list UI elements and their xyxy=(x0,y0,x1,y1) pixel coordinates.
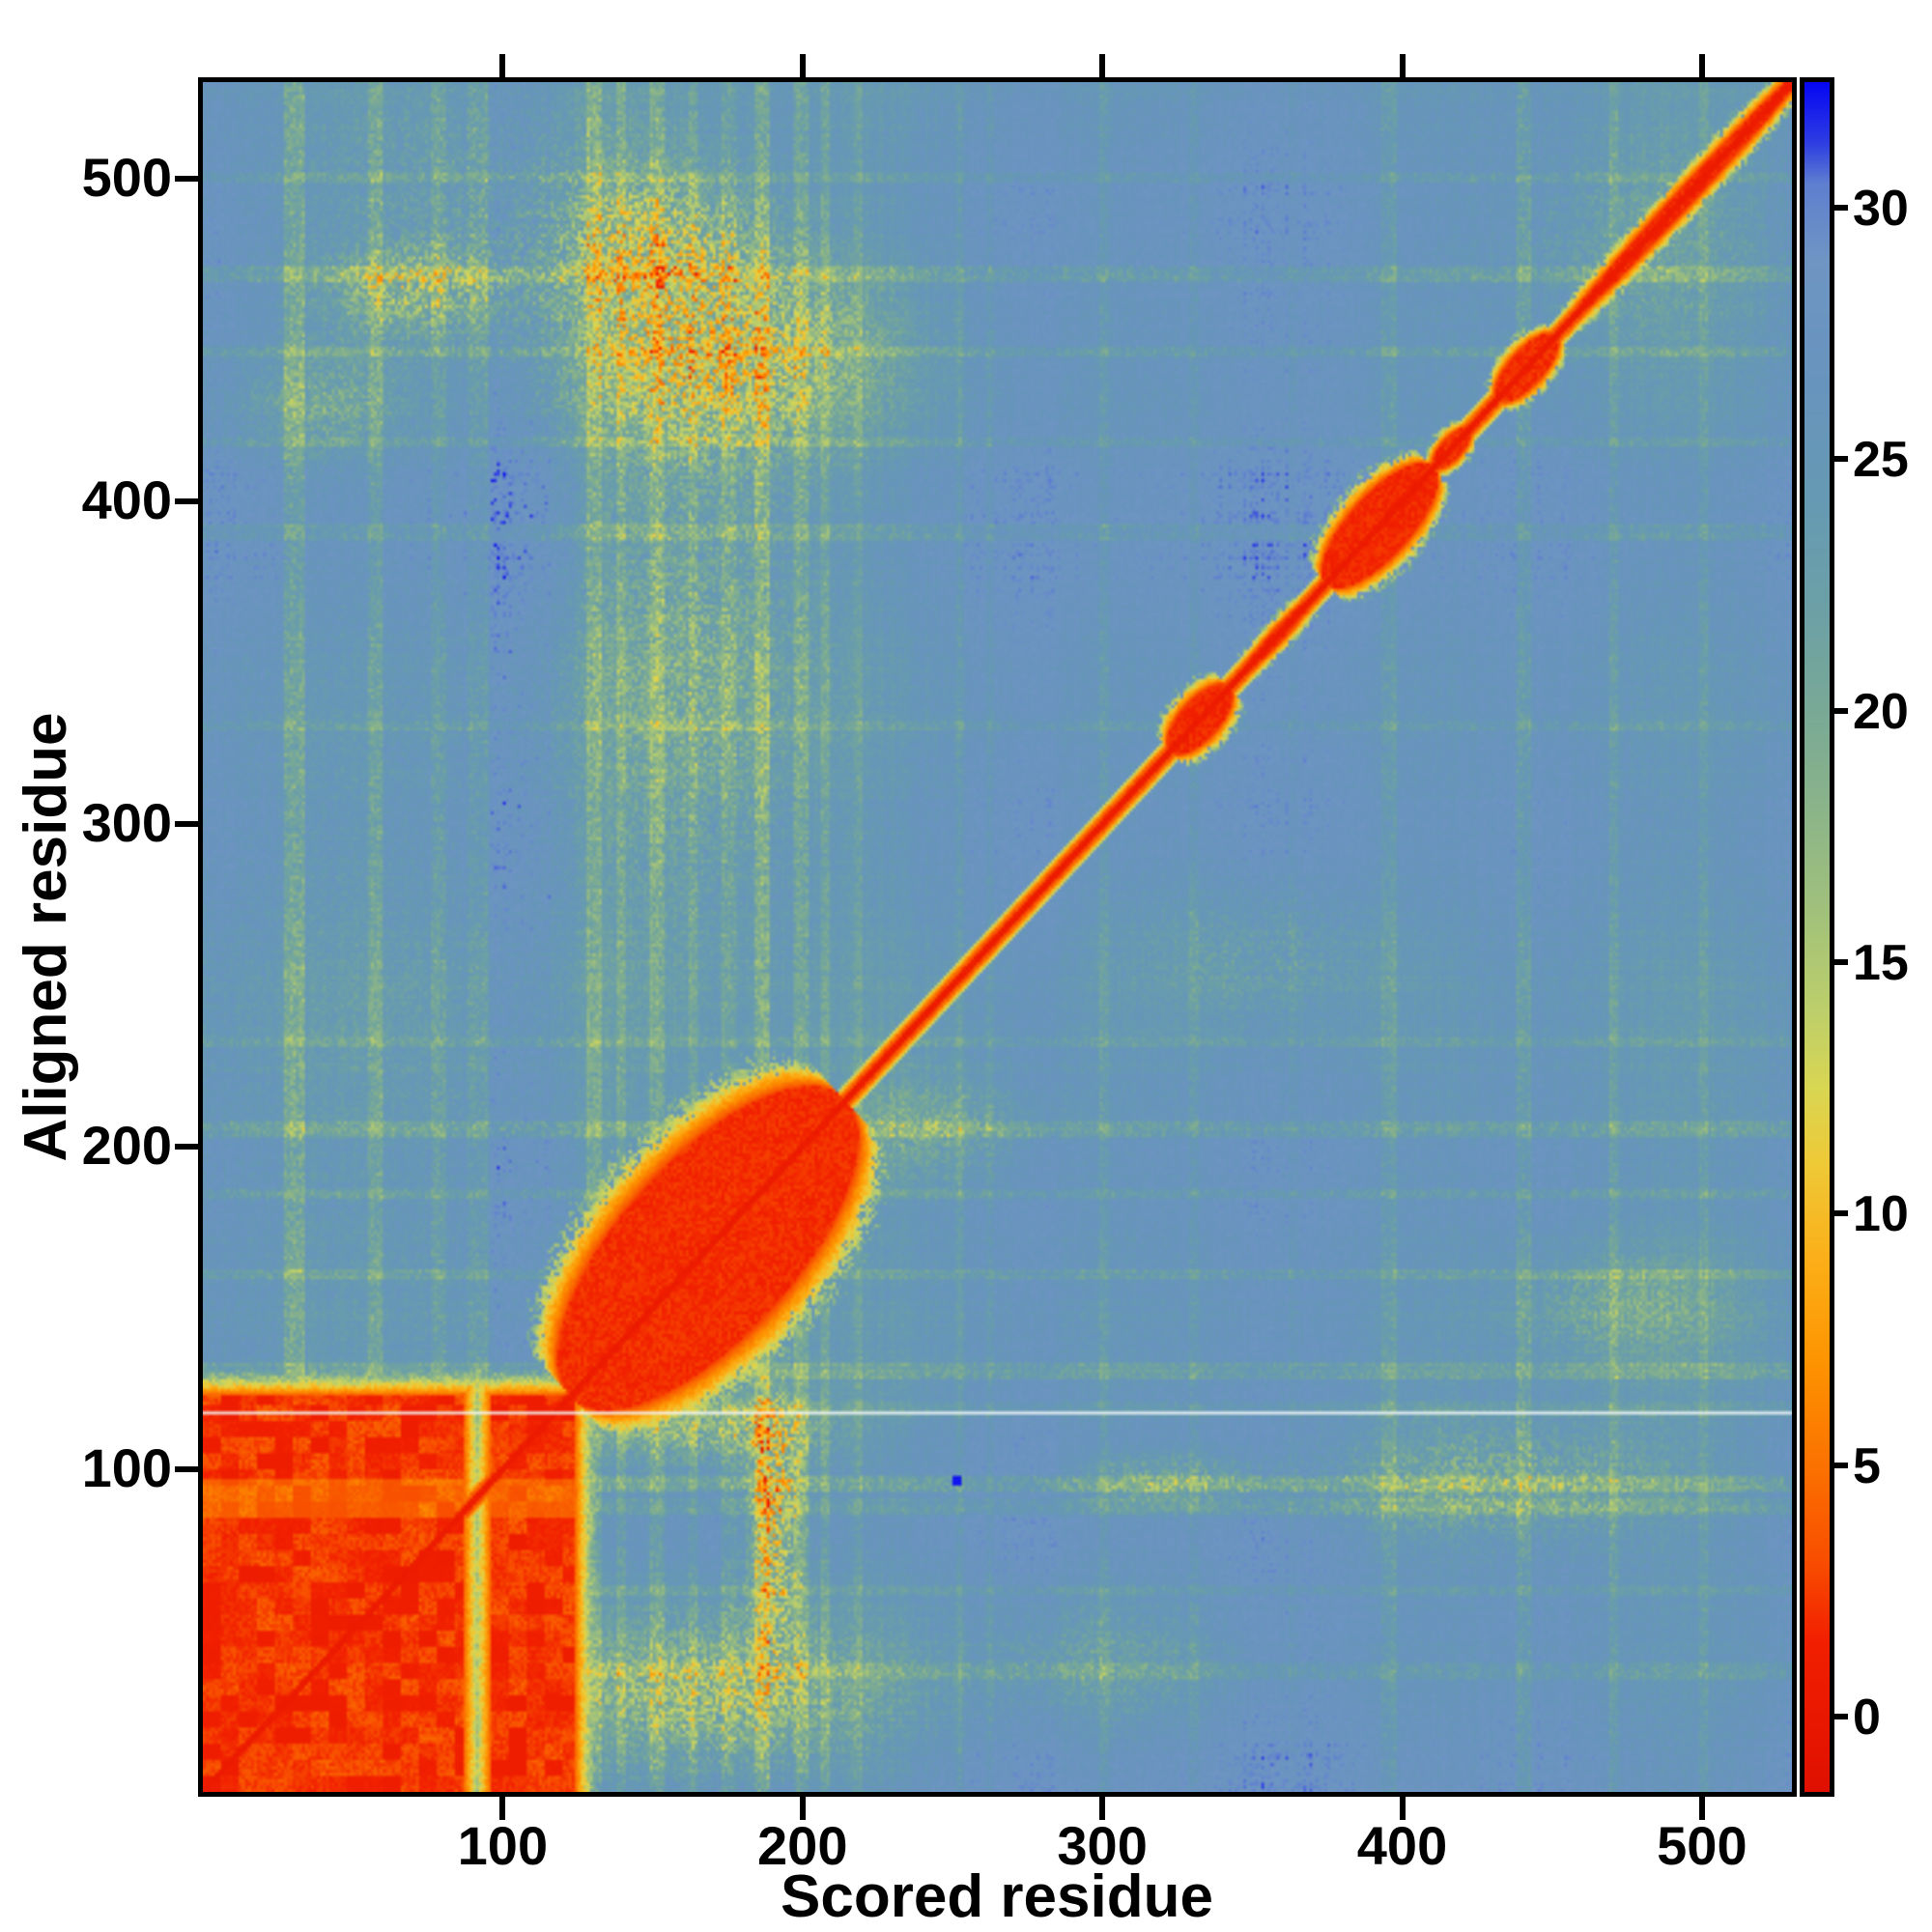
top-tick-400 xyxy=(1399,54,1406,77)
colorbar-tick-30 xyxy=(1834,205,1848,212)
colorbar-tick-label-5: 5 xyxy=(1853,1437,1881,1494)
y-tick-label-500: 500 xyxy=(81,147,172,209)
top-tick-200 xyxy=(799,54,806,77)
x-tick-100 xyxy=(499,1797,506,1820)
colorbar-tick-5 xyxy=(1834,1462,1848,1468)
colorbar-tick-label-30: 30 xyxy=(1853,181,1909,238)
y-axis-title: Aligned residue xyxy=(13,712,79,1162)
colorbar-tick-10 xyxy=(1834,1210,1848,1217)
y-tick-label-100: 100 xyxy=(81,1437,172,1499)
x-tick-300 xyxy=(1099,1797,1106,1820)
colorbar-tick-15 xyxy=(1834,959,1848,966)
x-axis-title: Scored residue xyxy=(781,1863,1213,1930)
y-tick-400 xyxy=(175,498,198,505)
heatmap-canvas xyxy=(203,82,1792,1792)
colorbar-tick-25 xyxy=(1834,456,1848,463)
colorbar-canvas xyxy=(1804,82,1830,1792)
colorbar-tick-0 xyxy=(1834,1713,1848,1719)
y-tick-label-400: 400 xyxy=(81,469,172,531)
y-tick-label-200: 200 xyxy=(81,1115,172,1177)
x-tick-400 xyxy=(1399,1797,1406,1820)
top-tick-300 xyxy=(1099,54,1106,77)
x-tick-label-400: 400 xyxy=(1356,1815,1448,1876)
top-tick-100 xyxy=(499,54,506,77)
colorbar-tick-label-25: 25 xyxy=(1853,432,1909,489)
top-tick-500 xyxy=(1698,54,1705,77)
y-tick-label-300: 300 xyxy=(81,792,172,854)
x-tick-label-100: 100 xyxy=(457,1815,549,1876)
x-tick-200 xyxy=(799,1797,806,1820)
colorbar-tick-20 xyxy=(1834,707,1848,714)
y-tick-200 xyxy=(175,1144,198,1151)
y-tick-500 xyxy=(175,176,198,183)
colorbar-tick-label-0: 0 xyxy=(1853,1689,1881,1746)
x-tick-500 xyxy=(1698,1797,1705,1820)
x-tick-label-500: 500 xyxy=(1657,1815,1747,1876)
x-tick-label-300: 300 xyxy=(1057,1815,1148,1876)
colorbar-tick-label-15: 15 xyxy=(1853,935,1909,992)
y-tick-100 xyxy=(175,1466,198,1473)
colorbar-tick-label-10: 10 xyxy=(1853,1186,1909,1243)
x-tick-label-200: 200 xyxy=(757,1815,848,1876)
y-tick-300 xyxy=(175,821,198,828)
colorbar-tick-label-20: 20 xyxy=(1853,683,1909,740)
